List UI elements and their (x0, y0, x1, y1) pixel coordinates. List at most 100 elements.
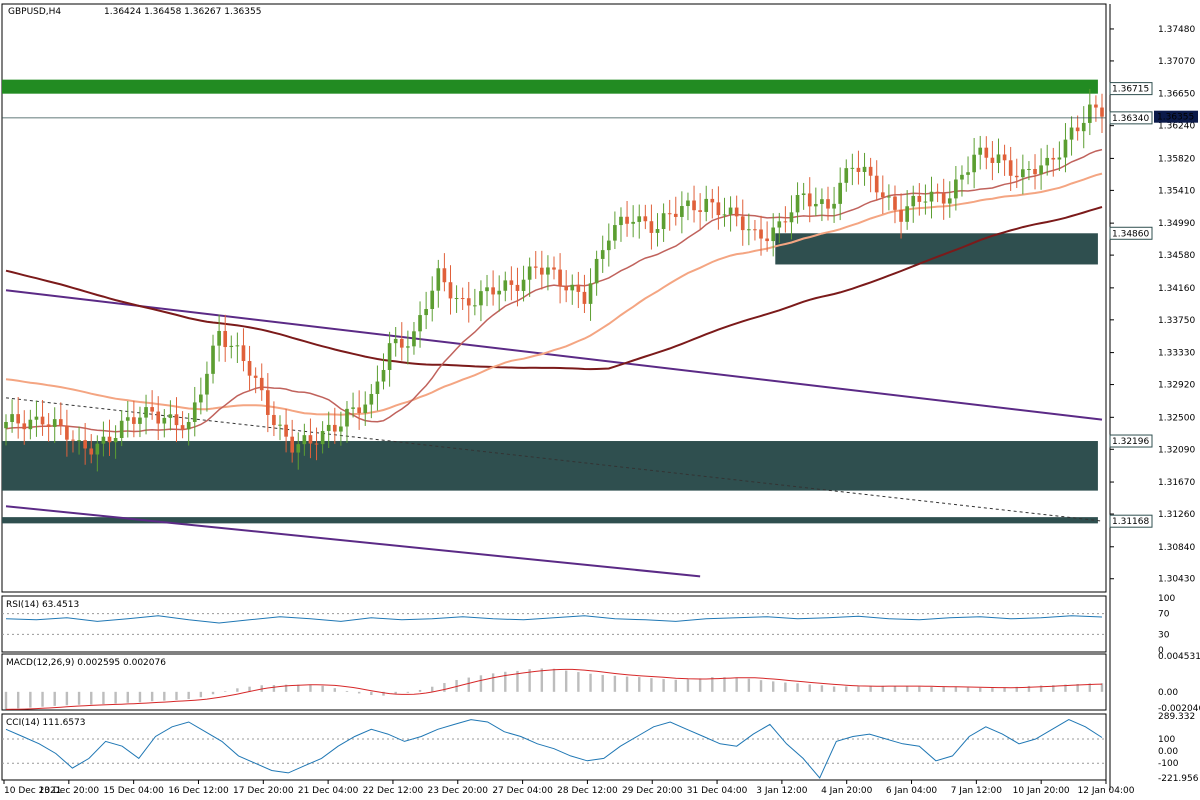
candle-body[interactable] (186, 421, 191, 430)
candle-body[interactable] (667, 213, 672, 215)
candle-body[interactable] (1069, 127, 1074, 140)
candle-body[interactable] (1075, 127, 1080, 132)
candle-body[interactable] (783, 221, 788, 223)
candle-body[interactable] (1045, 157, 1050, 166)
candle-body[interactable] (211, 345, 215, 374)
candle-body[interactable] (606, 240, 611, 251)
candle-body[interactable] (795, 194, 800, 213)
candle-body[interactable] (954, 179, 958, 199)
candle-body[interactable] (205, 373, 209, 395)
candle-body[interactable] (941, 193, 946, 204)
candle-body[interactable] (625, 216, 629, 224)
candle-body[interactable] (77, 440, 81, 442)
candle-body[interactable] (740, 216, 745, 231)
candle-body[interactable] (1014, 175, 1019, 178)
candle-body[interactable] (826, 199, 830, 209)
candle-body[interactable] (192, 402, 197, 422)
candle-body[interactable] (570, 284, 575, 291)
candle-body[interactable] (180, 425, 185, 430)
candle-body[interactable] (996, 154, 1001, 163)
candle-body[interactable] (314, 443, 319, 445)
candle-body[interactable] (363, 404, 368, 414)
candle-body[interactable] (241, 345, 246, 362)
candle-body[interactable] (655, 229, 660, 233)
candle-body[interactable] (552, 267, 556, 270)
candle-body[interactable] (296, 444, 301, 453)
candle-body[interactable] (1100, 107, 1104, 117)
candle-body[interactable] (119, 420, 124, 439)
candle-body[interactable] (229, 345, 234, 348)
candle-body[interactable] (406, 346, 410, 348)
candle-body[interactable] (332, 424, 337, 432)
candle-body[interactable] (527, 266, 532, 280)
candle-body[interactable] (375, 381, 380, 394)
candle-body[interactable] (947, 198, 952, 204)
candle-body[interactable] (339, 426, 343, 432)
candle-body[interactable] (247, 361, 252, 376)
candle-body[interactable] (466, 298, 471, 306)
candle-body[interactable] (661, 213, 666, 230)
candle-body[interactable] (1063, 139, 1068, 158)
candle-body[interactable] (272, 414, 276, 426)
candle-body[interactable] (491, 287, 495, 295)
candle-body[interactable] (326, 424, 331, 431)
candle-body[interactable] (893, 196, 897, 210)
candle-body[interactable] (473, 305, 477, 307)
candle-body[interactable] (503, 280, 508, 291)
candle-body[interactable] (880, 192, 885, 198)
rsi-panel[interactable]: RSI(14) 63.4513 100 70 30 0 (1, 594, 1175, 656)
candle-body[interactable] (564, 286, 569, 291)
candle-body[interactable] (539, 267, 544, 275)
candle-body[interactable] (4, 421, 8, 429)
candle-body[interactable] (759, 229, 763, 239)
candle-body[interactable] (357, 407, 361, 414)
candle-body[interactable] (789, 212, 794, 223)
candle-body[interactable] (600, 250, 605, 259)
candle-body[interactable] (125, 417, 130, 421)
candle-body[interactable] (637, 216, 642, 222)
candle-body[interactable] (320, 430, 325, 445)
candle-body[interactable] (850, 167, 855, 169)
candle-body[interactable] (290, 436, 295, 453)
candle-body[interactable] (856, 167, 861, 172)
candle-body[interactable] (485, 287, 489, 292)
candle-body[interactable] (393, 338, 398, 344)
candle-body[interactable] (253, 375, 258, 378)
candle-body[interactable] (576, 284, 581, 292)
candle-body[interactable] (680, 206, 684, 217)
candle-body[interactable] (345, 408, 349, 427)
candle-body[interactable] (199, 394, 203, 403)
candle-body[interactable] (832, 203, 836, 209)
candle-body[interactable] (284, 424, 288, 437)
candle-body[interactable] (460, 298, 465, 300)
candle-body[interactable] (911, 195, 916, 207)
candle-body[interactable] (619, 216, 623, 226)
candle-body[interactable] (558, 269, 562, 287)
candle-body[interactable] (923, 201, 928, 203)
candle-body[interactable] (966, 172, 970, 175)
candle-body[interactable] (399, 338, 404, 348)
candle-body[interactable] (734, 207, 739, 217)
candle-body[interactable] (259, 377, 264, 391)
candle-body[interactable] (436, 268, 441, 291)
candle-body[interactable] (844, 168, 849, 183)
candle-body[interactable] (887, 196, 891, 198)
candle-body[interactable] (101, 436, 106, 444)
candle-body[interactable] (868, 166, 873, 176)
candle-body[interactable] (381, 369, 386, 382)
candle-body[interactable] (95, 443, 100, 455)
candle-body[interactable] (765, 238, 769, 242)
candle-body[interactable] (777, 221, 782, 228)
candle-body[interactable] (265, 390, 270, 415)
candle-body[interactable] (710, 198, 715, 203)
candle-body[interactable] (83, 440, 87, 449)
candle-body[interactable] (917, 195, 922, 202)
candle-body[interactable] (813, 203, 818, 207)
candle-body[interactable] (52, 419, 57, 427)
macd-panel[interactable]: MACD(12,26,9) 0.002595 0.002076 0.004531 0… (1, 652, 1200, 714)
candle-body[interactable] (412, 331, 416, 347)
candle-body[interactable] (613, 225, 617, 241)
candle-body[interactable] (144, 407, 148, 418)
candle-body[interactable] (174, 414, 179, 426)
candle-body[interactable] (34, 416, 39, 420)
